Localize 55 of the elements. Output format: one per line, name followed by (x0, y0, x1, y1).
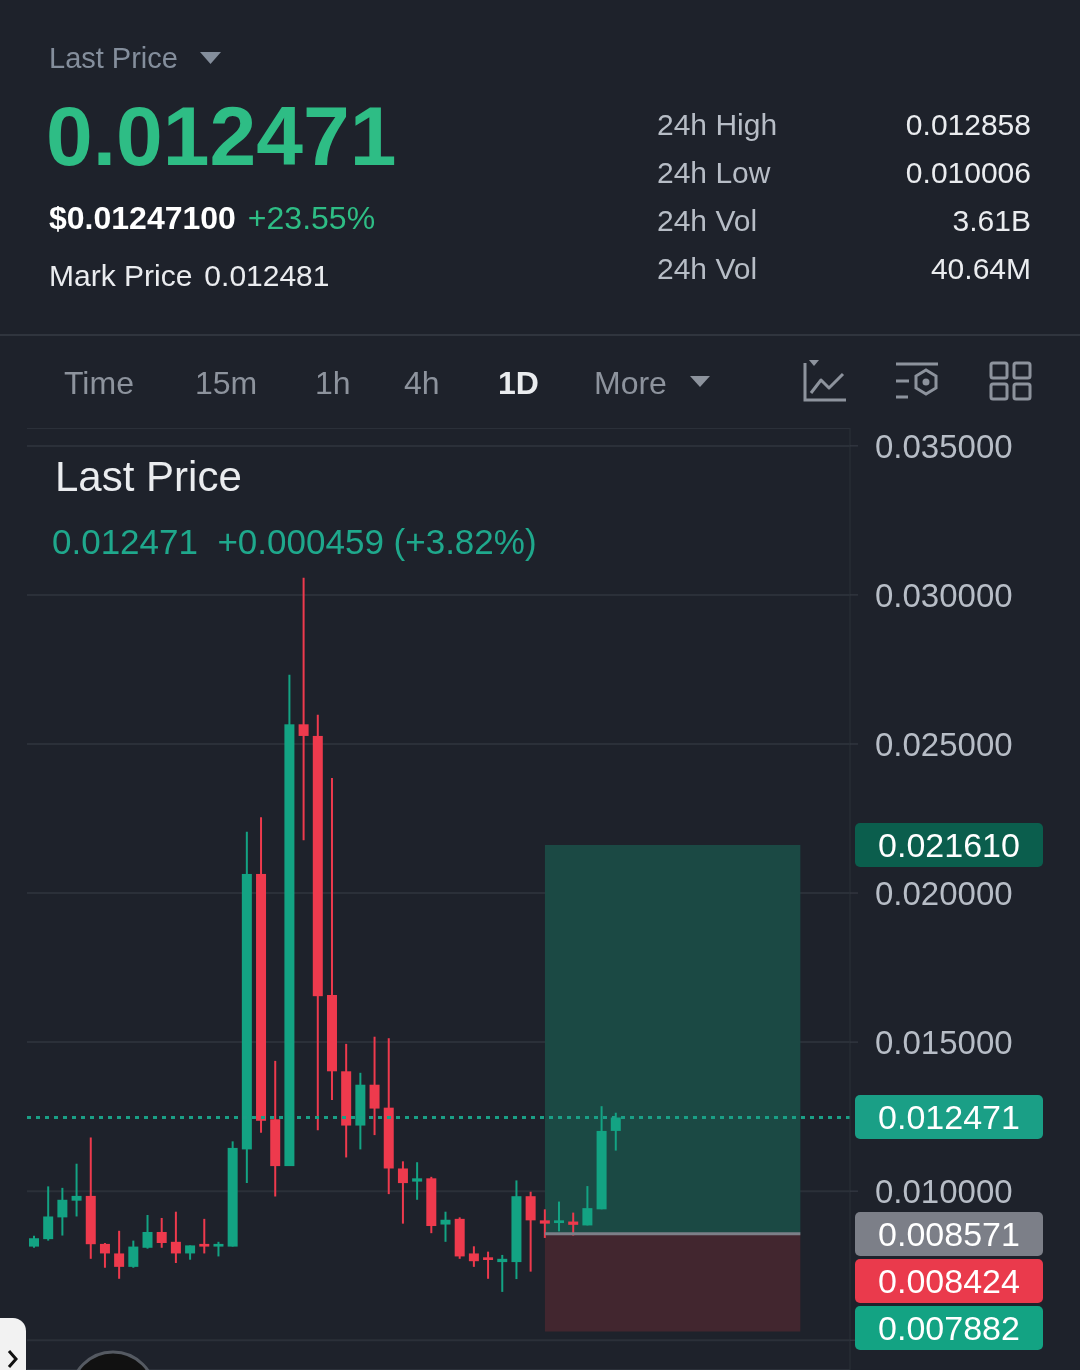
text: Last Price (49, 41, 178, 74)
text: 0.012471 (46, 89, 397, 183)
candlestick (412, 1161, 423, 1201)
text: 0.007882 (855, 1305, 1043, 1350)
candlestick (298, 576, 309, 842)
text: 24h Low (657, 156, 771, 189)
text: 1D (498, 365, 539, 401)
text: 0.010006 (905, 156, 1031, 189)
text: 24h Vol (657, 252, 758, 285)
text: 24h High (657, 108, 778, 141)
candlestick (71, 1162, 82, 1218)
text: 0.012858 (905, 108, 1031, 141)
y-tick-label: 0.035000 (875, 427, 1013, 465)
band-label: 0.021610 (855, 823, 1043, 868)
text: More (594, 365, 667, 401)
y-tick-label: 0.010000 (875, 1173, 1013, 1211)
text: 0.012481 (204, 259, 330, 292)
candlestick (554, 1200, 565, 1233)
candlestick (440, 1210, 451, 1243)
candlestick (369, 1035, 380, 1137)
text: 24h Vol (657, 204, 758, 237)
text: 1h (315, 365, 351, 401)
candlestick (483, 1250, 494, 1280)
ref-line-label: 0.008571 (855, 1211, 1043, 1256)
text: 0.008424 (855, 1258, 1043, 1303)
candlestick (128, 1239, 139, 1269)
y-tick-label: 0.015000 (875, 1023, 1013, 1061)
candlestick (497, 1253, 508, 1293)
candlestick (568, 1211, 579, 1237)
text: 40.64M (930, 252, 1031, 285)
text: Last Price (55, 453, 242, 500)
candlestick (170, 1210, 181, 1264)
text: Mark Price (49, 259, 193, 292)
candlestick (57, 1186, 68, 1237)
candlestick (468, 1245, 479, 1268)
candlestick (156, 1216, 167, 1249)
candlestick (582, 1185, 593, 1227)
text: +23.55% (247, 200, 376, 236)
candlestick (43, 1185, 54, 1242)
text: Time (64, 365, 134, 401)
text: 0.012471 +0.000459 (+3.82%) (52, 521, 537, 561)
text: 15m (195, 365, 258, 401)
candlestick (199, 1217, 210, 1255)
y-tick-label: 0.020000 (875, 874, 1013, 912)
candlestick (142, 1213, 153, 1250)
candlestick (99, 1242, 110, 1269)
candlestick (539, 1208, 550, 1239)
text: 4h (404, 365, 440, 401)
y-tick-label: 0.025000 (875, 725, 1013, 763)
ref-line-label: 0.012471 (855, 1095, 1043, 1140)
text: 3.61B (952, 204, 1031, 237)
text: $0.01247100 (49, 200, 236, 236)
candlestick (114, 1229, 125, 1280)
y-tick-label: 0.030000 (875, 576, 1013, 614)
candlestick (397, 1160, 408, 1225)
